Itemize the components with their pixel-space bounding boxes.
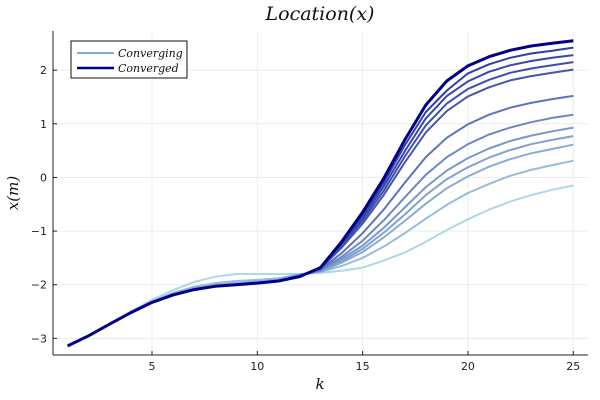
series-lines [67, 39, 574, 348]
x-tick-label: 10 [250, 360, 264, 373]
series-line-converging [67, 94, 574, 347]
x-ticks: 5 10 15 20 25 [148, 351, 580, 373]
y-tick-label: −2 [31, 279, 47, 292]
y-tick-label: 2 [40, 64, 47, 77]
y-tick-label: −3 [31, 332, 47, 345]
x-tick-label: 20 [461, 360, 475, 373]
series-line-converging [67, 159, 574, 347]
chart-title: Location(x) [265, 3, 375, 25]
legend-label-converging: Converging [118, 47, 183, 60]
grid [53, 31, 588, 355]
y-axis-label: x(m) [4, 176, 22, 211]
series-line-converging [67, 113, 574, 347]
series-line-converged [67, 39, 574, 348]
y-tick-label: −1 [31, 225, 47, 238]
x-tick-label: 15 [356, 360, 370, 373]
legend: Converging Converged [70, 40, 188, 79]
series-line-converging [67, 135, 574, 347]
series-line-converging [67, 126, 574, 347]
series-line-converging [67, 143, 574, 347]
y-tick-label: 1 [40, 118, 47, 131]
y-ticks: −3 −2 −1 0 1 2 [31, 64, 57, 345]
legend-box [70, 40, 188, 79]
series-line-converging [67, 54, 574, 347]
y-tick-label: 0 [40, 171, 47, 184]
x-axis-label: k [315, 375, 324, 393]
series-line-converging [67, 46, 574, 347]
x-tick-label: 5 [148, 360, 155, 373]
x-tick-label: 25 [566, 360, 580, 373]
legend-label-converged: Converged [118, 62, 179, 75]
